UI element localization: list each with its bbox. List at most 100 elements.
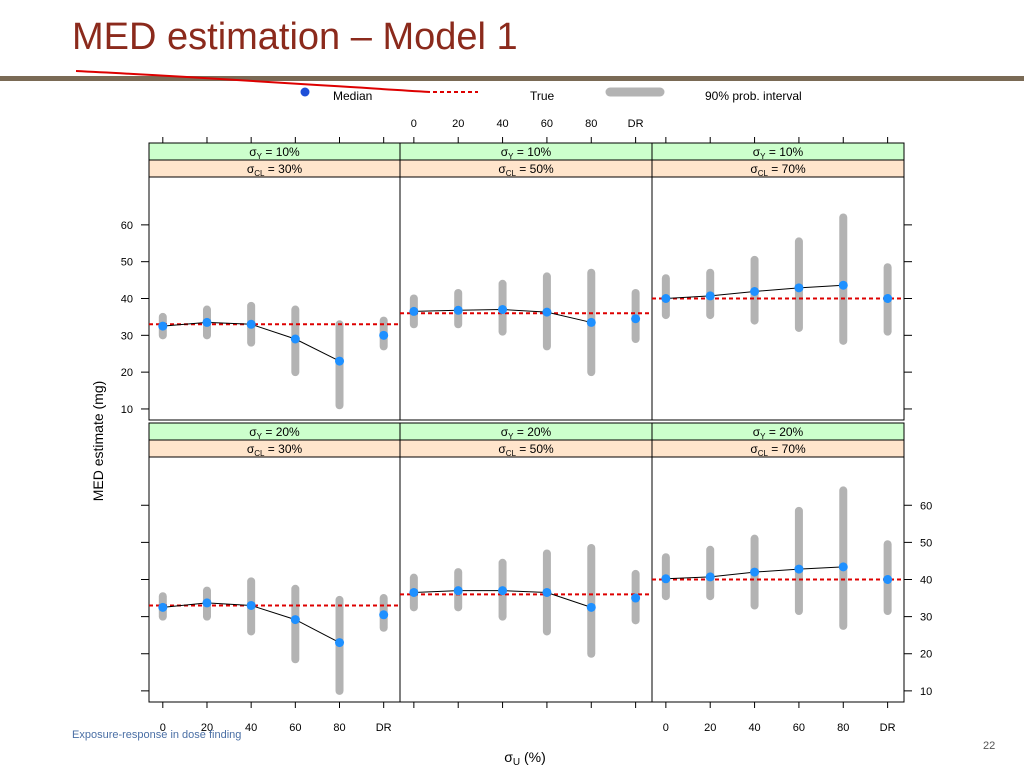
median-point [794, 564, 804, 574]
strip-sigma-y-label-symbol: σ [753, 425, 761, 439]
y-tick-label: 20 [920, 649, 932, 661]
median-point [246, 600, 256, 610]
strip-sigma-cl-label-subscript: CL [506, 169, 517, 178]
strip-sigma-y-label-value: = 20% [766, 425, 804, 439]
median-point [453, 586, 463, 596]
x-tick-label: 40 [748, 722, 760, 734]
strip-sigma-y-label: σY = 10% [501, 145, 552, 161]
median-point [158, 321, 168, 331]
x-tick-label: 80 [333, 722, 345, 734]
strip-sigma-cl-label: σCL = 30% [247, 162, 303, 178]
y-tick-label: 10 [121, 404, 133, 416]
strip-sigma-y-label-symbol: σ [249, 145, 257, 159]
panel-frame [399, 456, 653, 703]
median-point [290, 334, 300, 344]
strip-sigma-cl-label-subscript: CL [254, 449, 265, 458]
strip-sigma-cl-label-subscript: CL [758, 169, 769, 178]
median-point [453, 305, 463, 315]
legend-true-label: True [530, 89, 555, 103]
strip-sigma-cl-label-symbol: σ [750, 442, 758, 456]
median-point [379, 330, 389, 340]
median-point [750, 287, 760, 297]
strip-sigma-cl-label: σCL = 50% [498, 162, 554, 178]
median-point [379, 610, 389, 620]
strip-sigma-y-label: σY = 20% [249, 425, 300, 441]
strip-sigma-y-label-value: = 10% [262, 145, 300, 159]
median-point [542, 587, 552, 597]
x-tick-label: 20 [704, 722, 716, 734]
x-tick-label: DR [628, 118, 644, 130]
legend-median-marker [300, 87, 310, 97]
panel-5: σY = 20%σCL = 50% [399, 422, 653, 703]
strip-sigma-cl-label: σCL = 70% [750, 442, 806, 458]
strip-sigma-cl-label-value: = 50% [516, 162, 554, 176]
y-axis-label: MED estimate (mg) [90, 381, 106, 502]
legend-median-label: Median [333, 89, 372, 103]
median-point [202, 598, 212, 608]
median-point [202, 317, 212, 327]
median-point [661, 294, 671, 303]
y-tick-label: 30 [121, 330, 133, 342]
footer-text: Exposure-response in dose finding [72, 729, 242, 741]
x-axis-symbol: σ [504, 749, 513, 765]
x-tick-label: DR [880, 722, 896, 734]
median-point [794, 283, 804, 293]
median-point [705, 572, 715, 582]
strip-sigma-y-label-symbol: σ [501, 145, 509, 159]
strip-sigma-y-label: σY = 20% [501, 425, 552, 441]
median-point [883, 575, 893, 584]
slide-title: MED estimation – Model 1 [72, 16, 518, 58]
x-tick-label: 40 [245, 722, 257, 734]
x-tick-label: 60 [793, 722, 805, 734]
x-tick-label: 0 [663, 722, 669, 734]
median-point [750, 567, 760, 577]
x-tick-label: 20 [452, 118, 464, 130]
strip-sigma-y-label-subscript: Y [257, 432, 263, 441]
panel-4: σY = 20%σCL = 30% [148, 422, 401, 703]
median-point [290, 615, 300, 625]
x-tick-label: DR [376, 722, 392, 734]
x-axis-label: σU (%) [504, 749, 546, 768]
median-point [542, 307, 552, 317]
strip-sigma-cl-label-value: = 30% [264, 162, 302, 176]
median-point [246, 319, 256, 329]
x-axis-unit: (%) [520, 749, 546, 765]
strip-sigma-y-label-subscript: Y [508, 432, 514, 441]
legend: Median True 90% prob. interval [300, 87, 802, 103]
strip-sigma-cl-label-subscript: CL [758, 449, 769, 458]
y-tick-label: 10 [920, 686, 932, 698]
x-tick-label: 60 [289, 722, 301, 734]
x-tick-label: 80 [837, 722, 849, 734]
strip-sigma-cl-label-subscript: CL [506, 449, 517, 458]
strip-sigma-cl-label-symbol: σ [498, 442, 506, 456]
strip-sigma-cl-label-value: = 70% [768, 442, 806, 456]
median-point [661, 574, 671, 584]
strip-sigma-cl-label: σCL = 70% [750, 162, 806, 178]
y-tick-label: 30 [920, 612, 932, 624]
title-divider [0, 76, 1024, 81]
strip-sigma-y-label-value: = 10% [514, 145, 552, 159]
median-point [409, 306, 419, 316]
panel-frame [148, 456, 401, 703]
strip-sigma-cl-label-symbol: σ [247, 442, 255, 456]
median-point [498, 305, 508, 315]
page-number: 22 [983, 740, 996, 752]
y-tick-label: 40 [920, 575, 932, 587]
y-tick-label: 50 [121, 257, 133, 269]
strip-sigma-y-label-value: = 10% [766, 145, 804, 159]
strip-sigma-y-label-symbol: σ [501, 425, 509, 439]
panel-3: σY = 10%σCL = 70% [651, 142, 905, 421]
x-tick-label: 0 [160, 722, 166, 734]
strip-sigma-y-label: σY = 10% [249, 145, 300, 161]
y-tick-label: 60 [920, 500, 932, 512]
y-tick-label: 40 [121, 294, 133, 306]
x-tick-label: 0 [411, 118, 417, 130]
strip-sigma-y-label-value: = 20% [514, 425, 552, 439]
strip-sigma-cl-label-value: = 50% [516, 442, 554, 456]
x-tick-label: 60 [541, 118, 553, 130]
strip-sigma-cl-label-symbol: σ [750, 162, 758, 176]
median-point [883, 294, 893, 303]
panel-6: σY = 20%σCL = 70% [651, 422, 905, 703]
x-tick-label: 40 [496, 118, 508, 130]
